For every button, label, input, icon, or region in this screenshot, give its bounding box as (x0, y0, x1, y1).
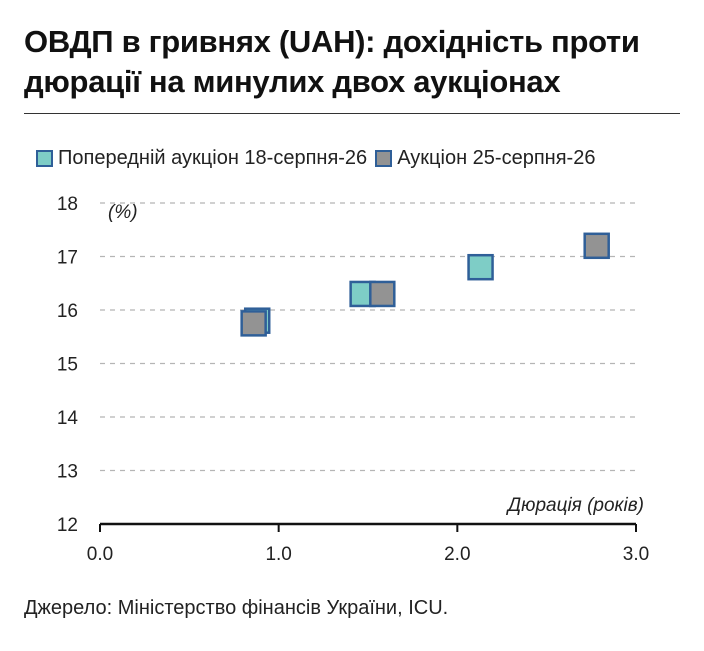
x-tick-label-2.0: 2.0 (444, 544, 470, 565)
point-series1-0 (240, 310, 267, 337)
point-series0-2 (467, 253, 494, 281)
chart-title: ОВДП в гривнях (UAH): дохідність проти д… (24, 24, 640, 99)
y-tick-label-15: 15 (57, 355, 78, 376)
y-tick-labels: 12 13 14 15 16 17 18 (57, 194, 79, 536)
source-note: Джерело: Міністерство фінансів України, … (24, 597, 449, 619)
x-axis-label: Дюрація (років) (506, 495, 644, 516)
legend-label-previous: Попередній аукціон 18-серпня-26 (58, 146, 368, 169)
legend-label-current: Аукціон 25-серпня-26 (397, 146, 596, 169)
y-tick-label-16: 16 (57, 301, 78, 322)
legend-swatch-current (375, 149, 393, 167)
chart-legend: Попередній аукціон 18-серпня-26 Аукціон … (36, 145, 603, 171)
y-tick-label-18: 18 (57, 194, 78, 215)
y-axis-label: (%) (108, 202, 138, 223)
y-tick-label-17: 17 (57, 248, 78, 269)
x-tick-label-3.0: 3.0 (623, 544, 649, 565)
legend-item-current: Аукціон 25-серпня-26 (375, 147, 595, 170)
title-divider (24, 113, 680, 114)
data-points (240, 232, 610, 337)
x-axis: 0.0 1.0 2.0 3.0 (87, 522, 649, 565)
point-series1-2 (583, 232, 610, 260)
x-tick-label-1.0: 1.0 (265, 544, 291, 565)
x-tick-label-0.0: 0.0 (87, 544, 113, 565)
y-tick-label-13: 13 (57, 462, 78, 483)
y-tick-label-14: 14 (57, 408, 79, 429)
grid-lines (100, 202, 636, 472)
legend-item-previous: Попередній аукціон 18-серпня-26 (36, 147, 367, 170)
legend-swatch-previous (36, 149, 53, 167)
y-tick-label-12: 12 (57, 515, 78, 536)
point-series1-1 (369, 280, 396, 308)
